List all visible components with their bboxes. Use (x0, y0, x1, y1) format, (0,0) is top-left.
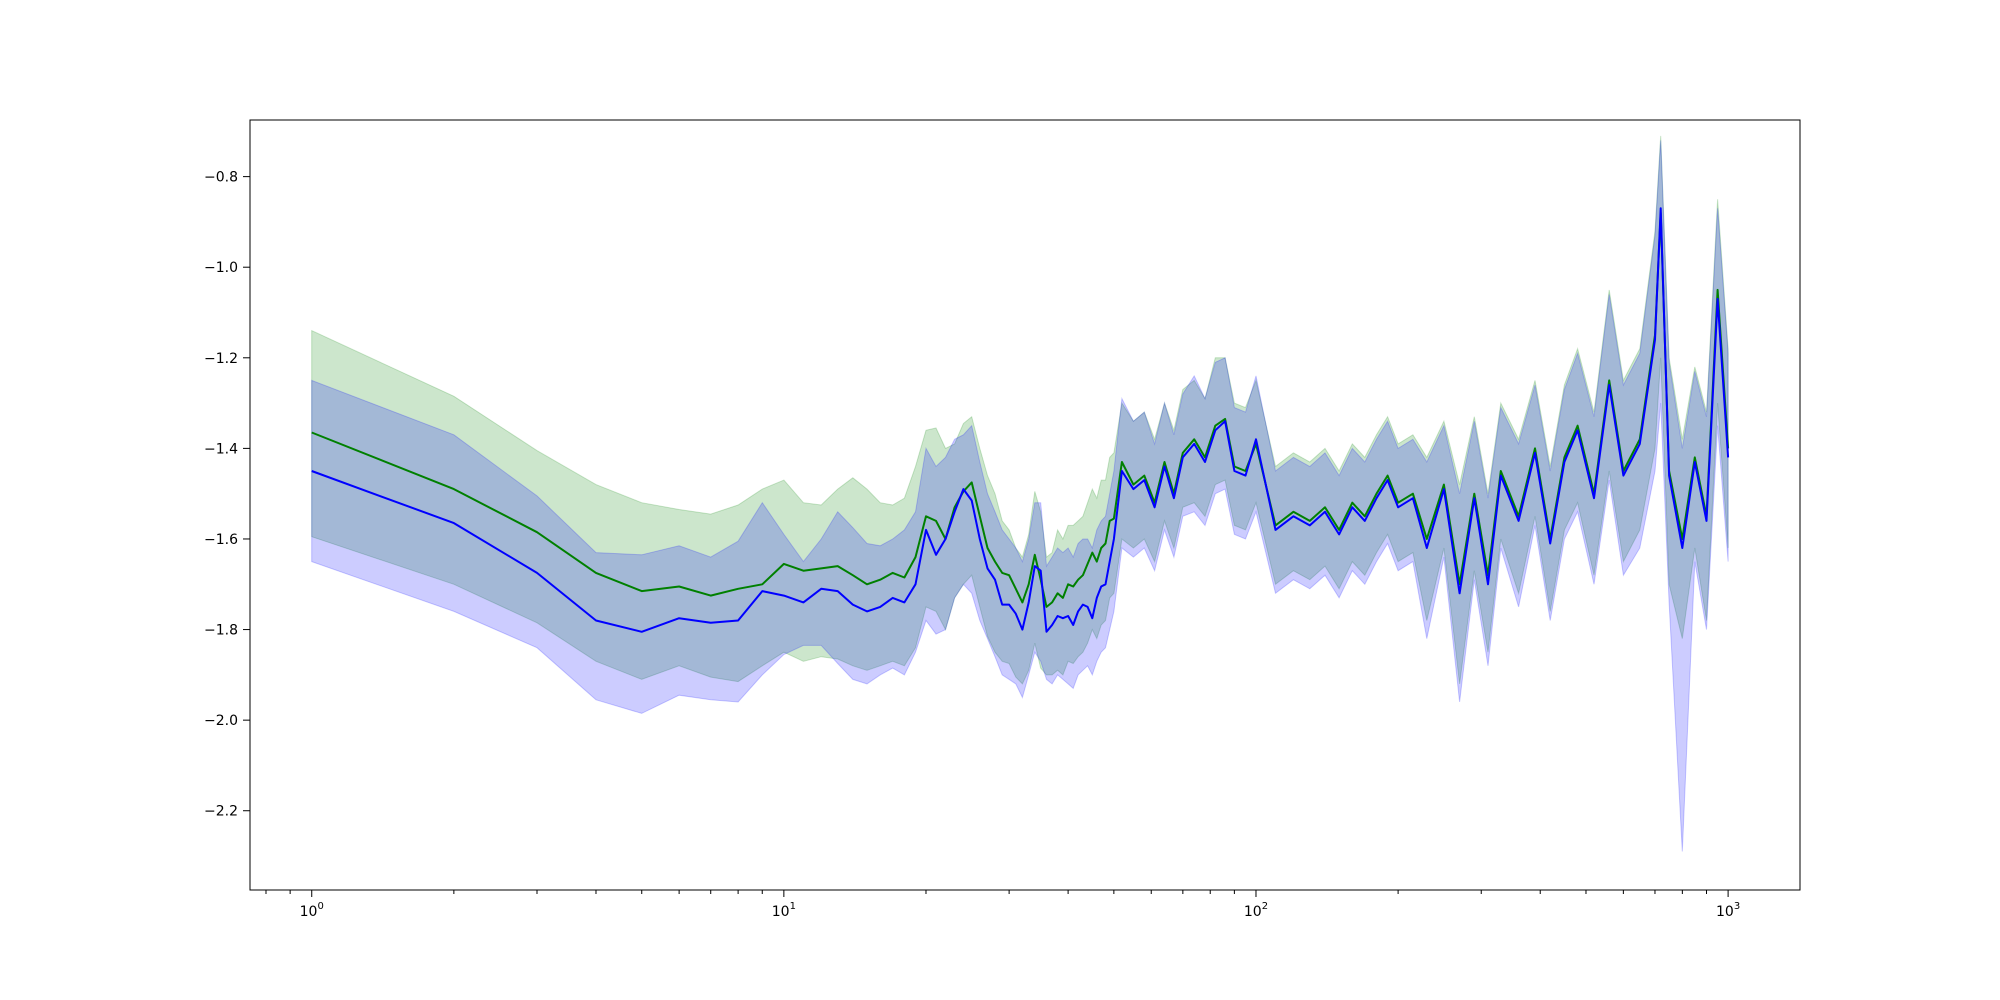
confidence-bands (311, 135, 1729, 852)
series-0-band (311, 135, 1729, 685)
y-tick-label: −1.8 (204, 623, 238, 639)
x-tick-label: 100 (300, 901, 324, 920)
x-tick-label: 103 (1716, 901, 1740, 920)
x-axis: 100 101 102 103 (265, 890, 1740, 920)
plot-frame (249, 119, 1801, 891)
series-lines (311, 207, 1730, 633)
y-axis: −0.8 −1.0 −1.2 −1.4 −1.6 −1.8 −2.0 −2.2 (204, 170, 250, 820)
y-tick-label: −2.2 (204, 804, 238, 820)
y-tick-label: −1.6 (204, 532, 238, 548)
x-tick-label: 102 (1244, 901, 1268, 920)
y-tick-label: −1.4 (204, 441, 238, 457)
y-tick-label: −0.8 (204, 170, 238, 186)
y-tick-label: −1.2 (204, 351, 238, 367)
y-tick-label: −1.0 (204, 260, 238, 276)
series-1-band (311, 140, 1729, 852)
x-tick-label: 101 (772, 901, 796, 920)
series-1-line (311, 207, 1730, 633)
y-tick-label: −2.0 (204, 713, 238, 729)
series-0-line (311, 211, 1730, 608)
